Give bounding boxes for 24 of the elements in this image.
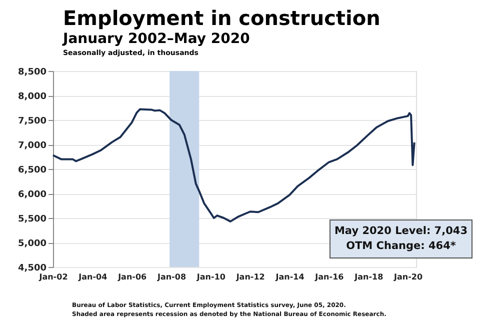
y-tick-label: 5,500 (18, 214, 46, 224)
y-tick-label: 7,000 (18, 141, 46, 151)
x-tick-label: Jan-16 (314, 272, 344, 282)
annotation: OTM Change: 464* (346, 240, 456, 252)
y-tick-label: 6,000 (18, 190, 46, 200)
x-tick-label: Jan-14 (274, 272, 305, 282)
chart-title: Employment in construction (63, 6, 380, 30)
annotation: May 2020 Level: 7,043 (334, 225, 468, 237)
x-tick-label: Jan-20 (393, 272, 423, 282)
y-tick-label: 8,500 (18, 68, 46, 78)
x-tick-label: Jan-18 (354, 272, 384, 282)
y-tick-label: 6,500 (18, 166, 46, 176)
x-tick-label: Jan-02 (38, 272, 68, 282)
x-tick-label: Jan-12 (235, 272, 265, 282)
x-tick-label: Jan-10 (196, 272, 226, 282)
y-tick-label: 8,000 (18, 92, 46, 102)
line-series (52, 108, 416, 222)
x-tick-label: Jan-06 (117, 272, 148, 282)
x-tick-label: Jan-04 (78, 272, 108, 282)
chart-subtitle: January 2002–May 2020 (62, 31, 250, 47)
y-tick-label: 4,500 (18, 264, 46, 274)
x-tick-label: Jan-08 (156, 272, 186, 282)
y-tick-label: 7,500 (18, 116, 46, 126)
y-tick-label: 5,000 (18, 239, 46, 249)
